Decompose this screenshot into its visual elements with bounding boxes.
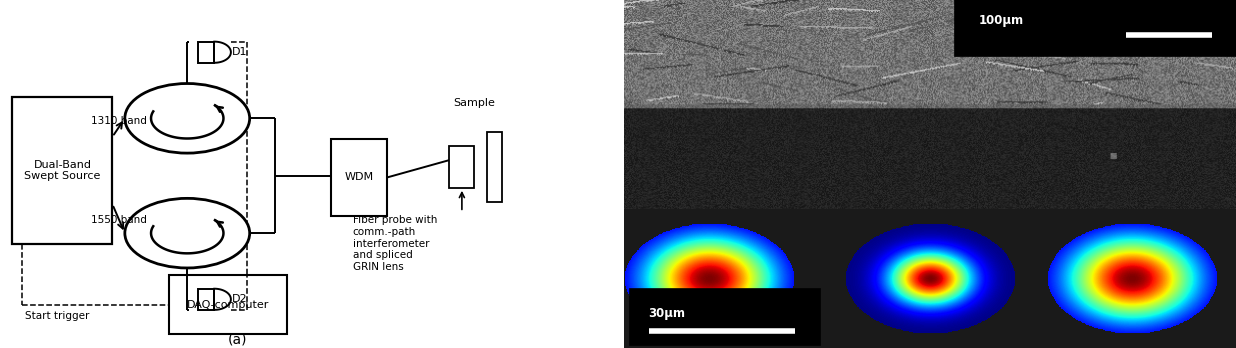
Bar [624,209,1236,348]
Bar [954,0,1236,56]
Circle shape [125,198,250,268]
Text: Fiber probe with
comm.-path
interferometer
and spliced
GRIN lens: Fiber probe with comm.-path interferomet… [352,215,438,272]
Circle shape [125,84,250,153]
Text: D2: D2 [232,294,247,304]
Bar [198,289,214,310]
Bar [450,146,475,188]
Text: 30μm: 30μm [649,307,686,320]
Text: D1: D1 [232,47,247,57]
Bar [168,275,287,334]
Bar [198,42,214,63]
Text: Sample: Sample [454,98,496,108]
Bar [630,289,819,345]
Text: 1310 band: 1310 band [90,117,147,126]
Text: (a): (a) [227,332,247,346]
Bar [12,97,112,244]
Text: DAQ-computer: DAQ-computer [187,300,269,309]
Bar [331,139,387,216]
Text: WDM: WDM [345,173,373,182]
Bar [487,132,503,202]
Text: 100μm: 100μm [979,14,1025,27]
Text: Dual-Band
Swept Source: Dual-Band Swept Source [25,160,100,181]
Text: 1550 band: 1550 band [90,215,147,224]
Text: Start trigger: Start trigger [25,311,89,322]
